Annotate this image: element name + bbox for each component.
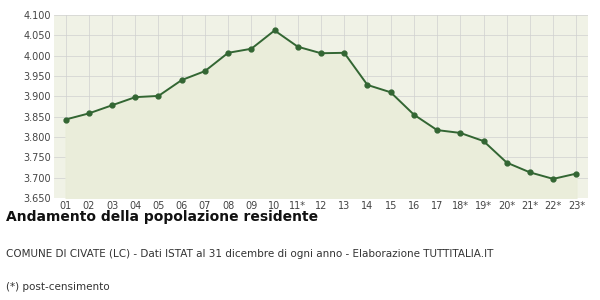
Text: COMUNE DI CIVATE (LC) - Dati ISTAT al 31 dicembre di ogni anno - Elaborazione TU: COMUNE DI CIVATE (LC) - Dati ISTAT al 31… — [6, 249, 493, 259]
Text: (*) post-censimento: (*) post-censimento — [6, 282, 110, 292]
Text: Andamento della popolazione residente: Andamento della popolazione residente — [6, 210, 318, 224]
